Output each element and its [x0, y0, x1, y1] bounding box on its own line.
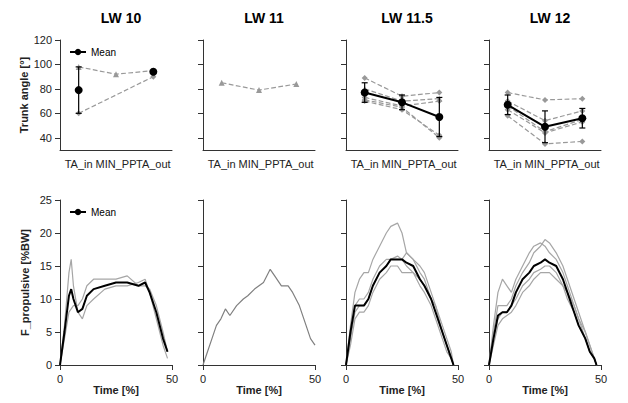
- svg-text:LW 10: LW 10: [101, 10, 142, 26]
- svg-text:10: 10: [40, 293, 52, 305]
- svg-text:TA_in: TA_in: [65, 158, 93, 170]
- svg-text:120: 120: [34, 34, 52, 46]
- svg-text:TA_out: TA_out: [422, 158, 457, 170]
- svg-text:100: 100: [34, 58, 52, 70]
- svg-text:Time [%]: Time [%]: [522, 384, 568, 396]
- svg-text:0: 0: [46, 359, 52, 371]
- svg-text:TA_out: TA_out: [565, 158, 600, 170]
- svg-text:LW 12: LW 12: [530, 10, 571, 26]
- svg-text:25: 25: [40, 194, 52, 206]
- svg-text:0: 0: [486, 373, 492, 385]
- svg-text:50: 50: [166, 373, 178, 385]
- svg-text:0: 0: [343, 373, 349, 385]
- svg-text:LW 11.5: LW 11.5: [381, 10, 433, 26]
- svg-text:15: 15: [40, 260, 52, 272]
- svg-text:50: 50: [595, 373, 607, 385]
- svg-text:Mean: Mean: [91, 47, 116, 58]
- svg-text:F_propulsive [%BW]: F_propulsive [%BW]: [19, 229, 31, 336]
- svg-text:Time [%]: Time [%]: [236, 384, 282, 396]
- svg-text:MIN_PP: MIN_PP: [525, 158, 566, 170]
- svg-text:MIN_PP: MIN_PP: [239, 158, 280, 170]
- svg-text:MIN_PP: MIN_PP: [382, 158, 423, 170]
- svg-text:TA_out: TA_out: [279, 158, 314, 170]
- svg-text:LW 11: LW 11: [244, 10, 284, 26]
- svg-text:Trunk angle [°]: Trunk angle [°]: [18, 56, 30, 133]
- svg-text:TA_out: TA_out: [136, 158, 171, 170]
- svg-text:0: 0: [57, 373, 63, 385]
- svg-text:Time [%]: Time [%]: [379, 384, 425, 396]
- svg-text:20: 20: [40, 227, 52, 239]
- svg-text:Mean: Mean: [91, 207, 116, 218]
- svg-text:0: 0: [200, 373, 206, 385]
- svg-text:5: 5: [46, 326, 52, 338]
- svg-text:60: 60: [40, 107, 52, 119]
- svg-text:80: 80: [40, 83, 52, 95]
- svg-text:TA_in: TA_in: [351, 158, 379, 170]
- svg-text:TA_in: TA_in: [208, 158, 236, 170]
- svg-text:Time [%]: Time [%]: [93, 384, 139, 396]
- svg-text:MIN_PP: MIN_PP: [96, 158, 137, 170]
- svg-text:40: 40: [40, 132, 52, 144]
- svg-text:50: 50: [309, 373, 321, 385]
- svg-text:50: 50: [452, 373, 464, 385]
- svg-text:TA_in: TA_in: [494, 158, 522, 170]
